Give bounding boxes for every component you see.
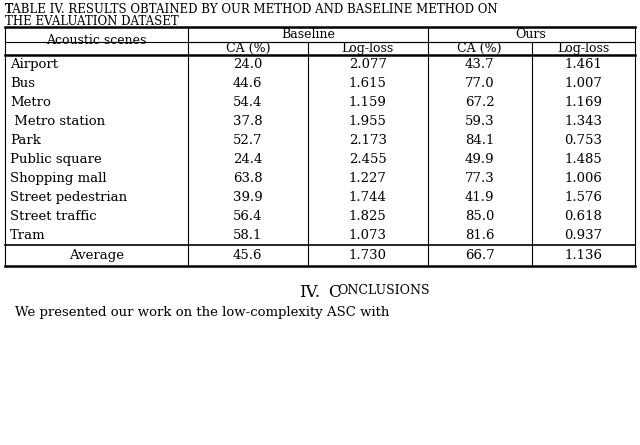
Text: T: T <box>5 3 13 16</box>
Text: 54.4: 54.4 <box>233 96 262 109</box>
Text: 1.825: 1.825 <box>349 210 387 223</box>
Text: 59.3: 59.3 <box>465 115 495 128</box>
Text: 39.9: 39.9 <box>233 191 262 204</box>
Text: Street pedestrian: Street pedestrian <box>10 191 127 204</box>
Text: 1.007: 1.007 <box>564 77 602 90</box>
Text: 1.955: 1.955 <box>349 115 387 128</box>
Text: 1.744: 1.744 <box>349 191 387 204</box>
Text: 41.9: 41.9 <box>465 191 494 204</box>
Text: 43.7: 43.7 <box>465 58 495 71</box>
Text: 0.618: 0.618 <box>564 210 602 223</box>
Text: 1.169: 1.169 <box>564 96 602 109</box>
Text: 1.461: 1.461 <box>564 58 602 71</box>
Text: Shopping mall: Shopping mall <box>10 172 107 185</box>
Text: 1.615: 1.615 <box>349 77 387 90</box>
Text: We presented our work on the low-complexity ASC with: We presented our work on the low-complex… <box>15 306 389 319</box>
Text: 0.753: 0.753 <box>564 134 602 147</box>
Text: Airport: Airport <box>10 58 58 71</box>
Text: THE EVALUATION DATASET: THE EVALUATION DATASET <box>5 15 179 28</box>
Text: 1.136: 1.136 <box>564 249 602 262</box>
Text: 24.0: 24.0 <box>233 58 262 71</box>
Text: 56.4: 56.4 <box>233 210 262 223</box>
Text: 1.006: 1.006 <box>564 172 602 185</box>
Text: Baseline: Baseline <box>281 28 335 41</box>
Text: 1.159: 1.159 <box>349 96 387 109</box>
Text: Ours: Ours <box>516 28 547 41</box>
Text: 2.077: 2.077 <box>349 58 387 71</box>
Text: TABLE IV. RESULTS OBTAINED BY OUR METHOD AND BASELINE METHOD ON: TABLE IV. RESULTS OBTAINED BY OUR METHOD… <box>5 3 498 16</box>
Text: 2.173: 2.173 <box>349 134 387 147</box>
Text: 1.485: 1.485 <box>564 153 602 166</box>
Text: 37.8: 37.8 <box>233 115 262 128</box>
Text: Tram: Tram <box>10 229 45 242</box>
Text: Public square: Public square <box>10 153 102 166</box>
Text: 84.1: 84.1 <box>465 134 494 147</box>
Text: IV.: IV. <box>299 284 320 301</box>
Text: 44.6: 44.6 <box>233 77 262 90</box>
Text: 1.576: 1.576 <box>564 191 602 204</box>
Text: 58.1: 58.1 <box>233 229 262 242</box>
Text: Average: Average <box>69 249 124 262</box>
Text: 81.6: 81.6 <box>465 229 494 242</box>
Text: Log-loss: Log-loss <box>342 42 394 55</box>
Text: 1.730: 1.730 <box>349 249 387 262</box>
Text: 52.7: 52.7 <box>233 134 262 147</box>
Text: 0.937: 0.937 <box>564 229 602 242</box>
Text: Metro: Metro <box>10 96 51 109</box>
Text: 2.455: 2.455 <box>349 153 387 166</box>
Text: Street traffic: Street traffic <box>10 210 97 223</box>
Text: C: C <box>328 284 340 301</box>
Text: 67.2: 67.2 <box>465 96 495 109</box>
Text: Log-loss: Log-loss <box>557 42 609 55</box>
Text: 1.343: 1.343 <box>564 115 602 128</box>
Text: Acoustic scenes: Acoustic scenes <box>46 35 147 48</box>
Text: 77.0: 77.0 <box>465 77 495 90</box>
Text: Park: Park <box>10 134 41 147</box>
Text: 45.6: 45.6 <box>233 249 262 262</box>
Text: Bus: Bus <box>10 77 35 90</box>
Text: 24.4: 24.4 <box>233 153 262 166</box>
Text: 63.8: 63.8 <box>233 172 262 185</box>
Text: 66.7: 66.7 <box>465 249 495 262</box>
Text: Metro station: Metro station <box>10 115 105 128</box>
Text: 77.3: 77.3 <box>465 172 495 185</box>
Text: 49.9: 49.9 <box>465 153 495 166</box>
Text: CA (%): CA (%) <box>458 42 502 55</box>
Text: 1.227: 1.227 <box>349 172 387 185</box>
Text: CA (%): CA (%) <box>225 42 270 55</box>
Text: 85.0: 85.0 <box>465 210 494 223</box>
Text: 1.073: 1.073 <box>349 229 387 242</box>
Text: ONCLUSIONS: ONCLUSIONS <box>338 284 430 297</box>
